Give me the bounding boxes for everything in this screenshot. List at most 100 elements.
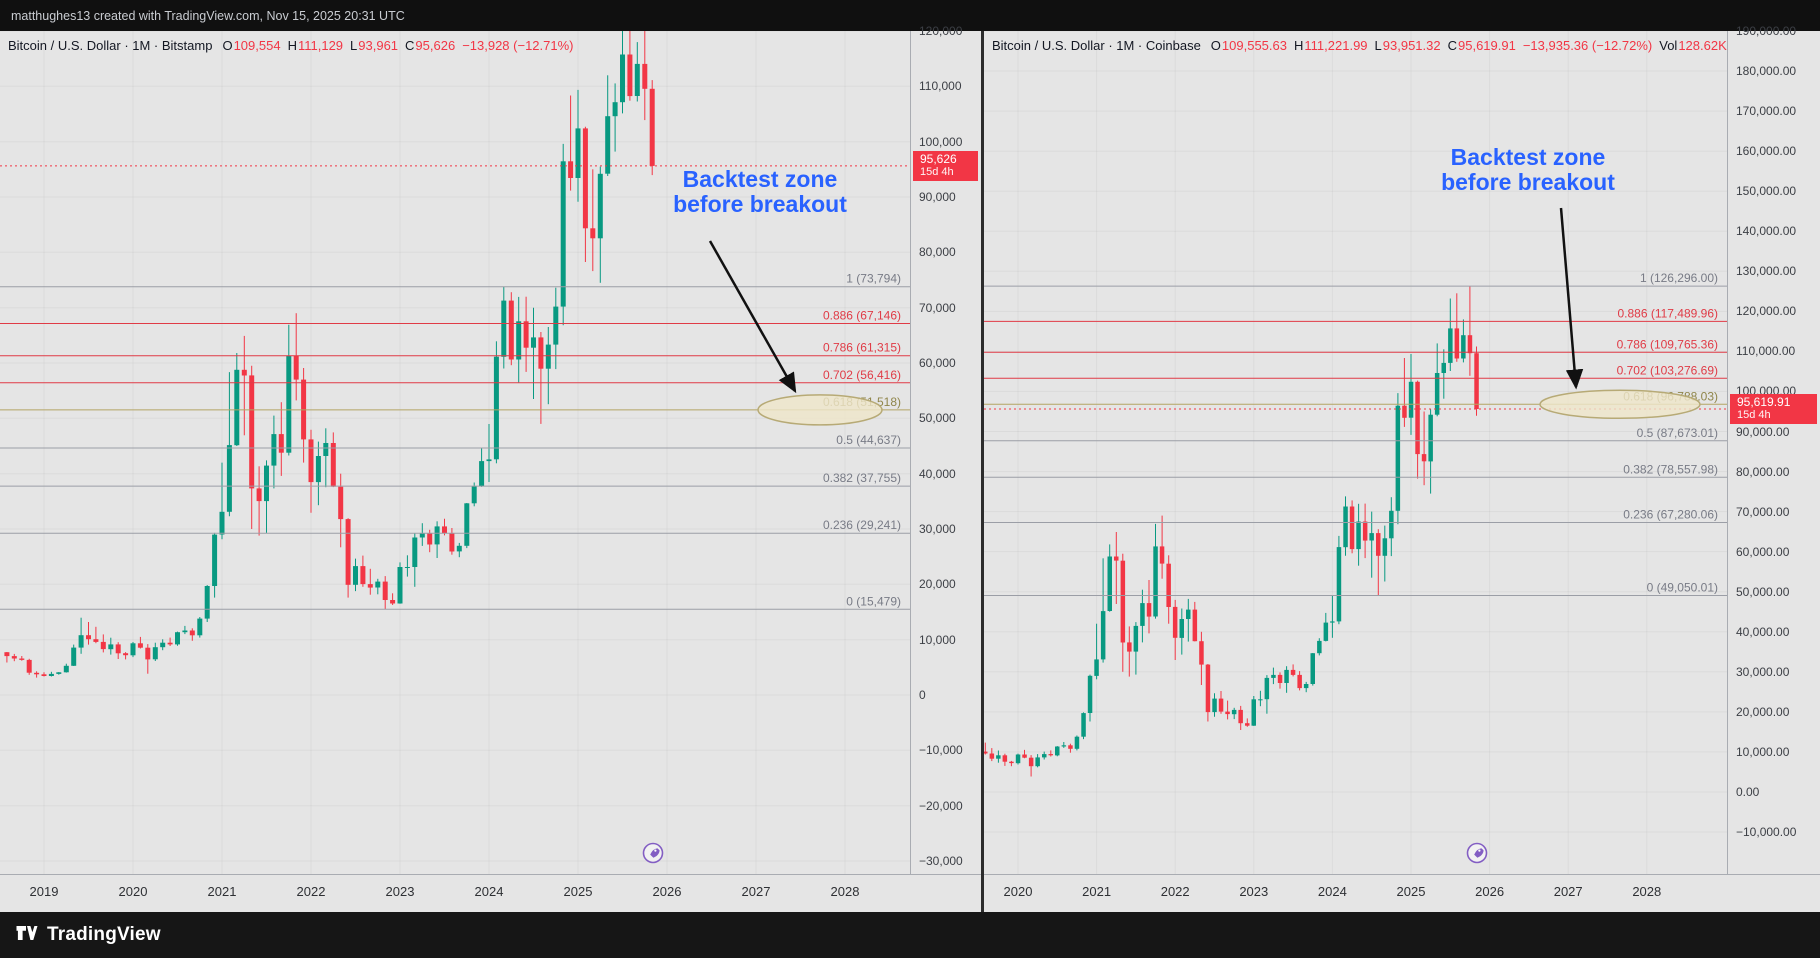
tradingview-logo-icon[interactable] bbox=[14, 921, 38, 950]
ohlc-token: O109,555.63 bbox=[1210, 38, 1287, 53]
tradingview-watermark-icon bbox=[641, 841, 665, 865]
backtest-zone-ellipse[interactable] bbox=[1539, 389, 1701, 420]
symbol-title[interactable]: Bitcoin / U.S. Dollar · 1M · Coinbase bbox=[992, 38, 1201, 53]
chart-panel-coinbase: 1 (126,296.00) 0.886 (117,489.96) 0.786 (1… bbox=[984, 24, 1820, 912]
year-label[interactable]: 2028 bbox=[1632, 884, 1662, 899]
attribution-text: matthughes13 created with TradingView.co… bbox=[11, 8, 405, 23]
year-label[interactable]: 2025 bbox=[1396, 884, 1426, 899]
price-tick-label: 70,000.00 bbox=[1736, 504, 1790, 519]
charts-container: 1 (73,794) 0.886 (67,146) 0.786 (61,315) 0.… bbox=[0, 24, 1820, 912]
symbol-title[interactable]: Bitcoin / U.S. Dollar · 1M · Bitstamp bbox=[8, 38, 213, 53]
fib-label-0.886[interactable]: 0.886 (117,489.96) bbox=[1617, 306, 1718, 320]
year-label[interactable]: 2026 bbox=[652, 884, 682, 899]
tradingview-watermark-icon bbox=[1465, 841, 1489, 865]
year-label[interactable]: 2022 bbox=[1160, 884, 1190, 899]
ohlc-values: O109,555.63 H111,221.99 L93,951.32 C95,619.… bbox=[1210, 38, 1727, 53]
price-tick-label: 80,000 bbox=[919, 245, 956, 260]
price-scale-right[interactable]: 95,619.91 15d 4h 190,000.00 180,000.00 170… bbox=[1729, 24, 1820, 874]
fib-label-0.786[interactable]: 0.786 (109,765.36) bbox=[1617, 337, 1718, 351]
ohlc-values: O109,554 H111,129 L93,961 C95,626 −13,928 (−… bbox=[222, 38, 580, 53]
fib-label-0[interactable]: 0 (49,050.01) bbox=[1647, 581, 1718, 595]
price-tick-label: 120,000 bbox=[919, 24, 963, 38]
fib-label-0.236[interactable]: 0.236 (67,280.06) bbox=[1623, 508, 1718, 522]
price-tick-label: 0 bbox=[919, 688, 926, 702]
year-label[interactable]: 2024 bbox=[474, 884, 504, 899]
ohlc-token: H111,129 bbox=[287, 38, 344, 53]
time-axis-right[interactable]: 2020 2021 2022 2023 2024 2025 2026 2027 2028 bbox=[984, 874, 1820, 912]
year-label[interactable]: 2021 bbox=[207, 884, 237, 899]
last-price-badge: 95,619.91 15d 4h bbox=[1730, 393, 1817, 424]
year-label[interactable]: 2022 bbox=[296, 884, 326, 899]
price-tick-label: 70,000 bbox=[919, 300, 956, 315]
ohlc-token: H111,221.99 bbox=[1294, 38, 1368, 53]
year-label[interactable]: 2025 bbox=[563, 884, 593, 899]
price-tick-label: 10,000 bbox=[919, 632, 956, 647]
candlestick-chart-coinbase: 1 (126,296.00) 0.886 (117,489.96) 0.786 (1… bbox=[984, 31, 1727, 874]
year-label[interactable]: 2020 bbox=[118, 884, 148, 899]
price-tick-label: 140,000.00 bbox=[1736, 224, 1797, 239]
year-label[interactable]: 2026 bbox=[1475, 884, 1505, 899]
fib-label-0.886[interactable]: 0.886 (67,146) bbox=[823, 309, 901, 323]
tradingview-footer-bar: TradingView bbox=[0, 912, 1820, 958]
annotation-line-1: Backtest zone bbox=[682, 166, 838, 192]
price-tick-label: −10,000.00 bbox=[1736, 825, 1797, 839]
symbol-legend: Bitcoin / U.S. Dollar · 1M · Coinbase O10… bbox=[992, 38, 1727, 53]
price-tick-label: 170,000.00 bbox=[1736, 104, 1797, 119]
price-tick-label: 120,000.00 bbox=[1736, 304, 1797, 319]
price-tick-label: 50,000.00 bbox=[1736, 584, 1790, 599]
annotation-arrow[interactable] bbox=[1559, 207, 1584, 390]
tradingview-brand-text[interactable]: TradingView bbox=[47, 924, 161, 945]
price-tick-label: 150,000.00 bbox=[1736, 184, 1797, 199]
fib-label-0.5[interactable]: 0.5 (87,673.01) bbox=[1637, 426, 1718, 440]
time-axis-left[interactable]: 2019 2020 2021 2022 2023 2024 2025 2026 2027 2028 bbox=[0, 874, 981, 912]
chart-plot-area-right[interactable]: 1 (126,296.00) 0.886 (117,489.96) 0.786 (1… bbox=[984, 31, 1728, 874]
price-tick-label: 10,000.00 bbox=[1736, 744, 1790, 759]
bar-countdown: 15d 4h bbox=[1737, 408, 1771, 421]
fib-label-1[interactable]: 1 (126,296.00) bbox=[1640, 271, 1718, 285]
year-label[interactable]: 2021 bbox=[1082, 884, 1112, 899]
price-tick-label: 40,000.00 bbox=[1736, 624, 1790, 639]
price-tick-label: 0.00 bbox=[1736, 784, 1760, 799]
candles bbox=[984, 286, 1479, 777]
fib-label-1[interactable]: 1 (73,794) bbox=[846, 272, 901, 286]
price-tick-label: 110,000 bbox=[919, 79, 962, 94]
fib-label-0.236[interactable]: 0.236 (29,241) bbox=[823, 518, 901, 532]
price-tick-label: 20,000 bbox=[919, 577, 956, 592]
backtest-zone-ellipse[interactable] bbox=[757, 394, 883, 426]
fib-label-0.702[interactable]: 0.702 (56,416) bbox=[823, 368, 901, 382]
fib-label-0.382[interactable]: 0.382 (78,557.98) bbox=[1623, 462, 1718, 476]
fib-label-0[interactable]: 0 (15,479) bbox=[846, 594, 901, 608]
panel-divider[interactable] bbox=[981, 31, 984, 912]
symbol-legend: Bitcoin / U.S. Dollar · 1M · Bitstamp O10… bbox=[8, 38, 581, 53]
year-label[interactable]: 2027 bbox=[1553, 884, 1583, 899]
price-tick-label: 50,000 bbox=[919, 411, 956, 426]
price-tick-label: 160,000.00 bbox=[1736, 144, 1797, 159]
year-label[interactable]: 2024 bbox=[1317, 884, 1347, 899]
year-label[interactable]: 2023 bbox=[385, 884, 415, 899]
last-price-badge: 95,626 15d 4h bbox=[913, 150, 978, 181]
year-label[interactable]: 2023 bbox=[1239, 884, 1269, 899]
price-tick-label: 90,000.00 bbox=[1736, 424, 1790, 439]
candles bbox=[4, 31, 655, 678]
price-tick-label: −20,000 bbox=[919, 798, 963, 813]
fib-label-0.702[interactable]: 0.702 (103,276.69) bbox=[1617, 363, 1718, 377]
ohlc-token: O109,554 bbox=[222, 38, 281, 53]
year-label[interactable]: 2027 bbox=[741, 884, 771, 899]
annotation-arrow[interactable] bbox=[708, 240, 797, 394]
price-tick-label: 20,000.00 bbox=[1736, 704, 1790, 719]
fib-label-0.786[interactable]: 0.786 (61,315) bbox=[823, 341, 901, 355]
price-tick-label: −30,000 bbox=[919, 854, 963, 868]
backtest-annotation-text[interactable]: Backtest zone before breakout bbox=[1420, 144, 1636, 196]
chart-plot-area-left[interactable]: 1 (73,794) 0.886 (67,146) 0.786 (61,315) 0.… bbox=[0, 31, 911, 874]
ohlc-token: Vol128.62K bbox=[1659, 38, 1727, 53]
year-label[interactable]: 2020 bbox=[1003, 884, 1033, 899]
fib-label-0.5[interactable]: 0.5 (44,637) bbox=[836, 433, 901, 447]
backtest-annotation-text[interactable]: Backtest zone before breakout bbox=[652, 166, 868, 218]
price-scale-left[interactable]: 95,626 15d 4h 120,000 110,000 100,000 90,00… bbox=[912, 24, 981, 874]
price-tick-label: 30,000.00 bbox=[1736, 664, 1790, 679]
snapshot-attribution-bar: matthughes13 created with TradingView.co… bbox=[0, 0, 1820, 31]
annotation-line-1: Backtest zone bbox=[1450, 144, 1606, 170]
fib-label-0.382[interactable]: 0.382 (37,755) bbox=[823, 471, 901, 485]
year-label[interactable]: 2028 bbox=[830, 884, 860, 899]
year-label[interactable]: 2019 bbox=[29, 884, 59, 899]
